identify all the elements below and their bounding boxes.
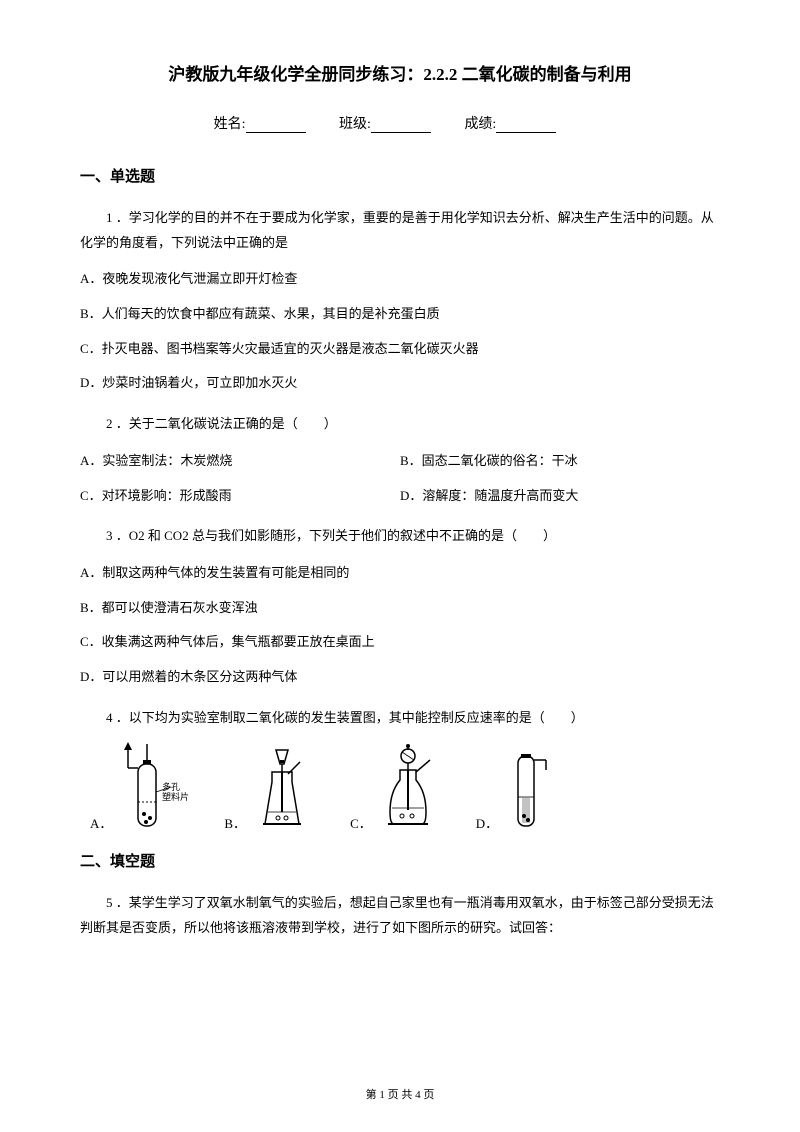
page-title: 沪教版九年级化学全册同步练习：2.2.2 二氧化碳的制备与利用 xyxy=(80,60,720,85)
q3-option-d: D．可以用燃着的木条区分这两种气体 xyxy=(80,665,720,690)
page-footer: 第 1 页 共 4 页 xyxy=(0,1086,800,1102)
student-info-line: 姓名: 班级: 成绩: xyxy=(80,113,720,133)
q2-option-d: D．溶解度：随温度升高而变大 xyxy=(400,484,720,509)
q3-option-a: A．制取这两种气体的发生装置有可能是相同的 xyxy=(80,561,720,586)
name-label: 姓名: xyxy=(214,113,246,133)
score-blank xyxy=(496,119,556,133)
q1-option-b: B．人们每天的饮食中都应有蔬菜、水果，其目的是补充蛋白质 xyxy=(80,302,720,327)
q4-diagram-a: A． 多孔 塑料片 xyxy=(90,742,194,832)
annotation-text: 多孔 xyxy=(162,781,180,792)
q4-diagram-d: D． xyxy=(476,742,557,832)
q1-stem: 1 ．学习化学的目的并不在于要成为化学家，重要的是善于用化学知识去分析、解决生产… xyxy=(80,206,720,255)
q4-diagrams: A． 多孔 塑料片 B． xyxy=(80,742,720,832)
q4-label-a: A． xyxy=(90,813,112,832)
score-label: 成绩: xyxy=(464,113,496,133)
q3-stem: 3 ．O2 和 CO2 总与我们如影随形，下列关于他们的叙述中不正确的是（ ） xyxy=(80,524,720,549)
question-1: 1 ．学习化学的目的并不在于要成为化学家，重要的是善于用化学知识去分析、解决生产… xyxy=(80,206,720,396)
q1-option-d: D．炒菜时油锅着火，可立即加水灭火 xyxy=(80,371,720,396)
q4-stem: 4 ．以下均为实验室制取二氧化碳的发生装置图，其中能控制反应速率的是（ ） xyxy=(80,706,720,731)
question-5: 5 ．某学生学习了双氧水制氧气的实验后，想起自己家里也有一瓶消毒用双氧水，由于标… xyxy=(80,891,720,940)
apparatus-d-icon xyxy=(502,742,557,832)
q4-label-b: B． xyxy=(224,813,246,832)
name-blank xyxy=(246,119,306,133)
q2-stem: 2 ．关于二氧化碳说法正确的是（ ） xyxy=(80,412,720,437)
apparatus-a-icon: 多孔 塑料片 xyxy=(116,742,194,832)
q1-option-c: C．扑灭电器、图书档案等火灾最适宜的灭火器是液态二氧化碳灭火器 xyxy=(80,337,720,362)
class-blank xyxy=(371,119,431,133)
q1-option-a: A．夜晚发现液化气泄漏立即开灯检查 xyxy=(80,267,720,292)
q3-option-b: B．都可以使澄清石灰水变浑浊 xyxy=(80,596,720,621)
q4-diagram-b: B． xyxy=(224,742,320,832)
q2-option-b: B．固态二氧化碳的俗名：干冰 xyxy=(400,449,720,474)
apparatus-b-icon xyxy=(250,742,320,832)
q4-label-d: D． xyxy=(476,813,498,832)
q4-diagram-c: C． xyxy=(350,742,446,832)
question-4: 4 ．以下均为实验室制取二氧化碳的发生装置图，其中能控制反应速率的是（ ） A．… xyxy=(80,706,720,833)
q3-option-c: C．收集满这两种气体后，集气瓶都要正放在桌面上 xyxy=(80,630,720,655)
section1-heading: 一、单选题 xyxy=(80,165,720,186)
section2-heading: 二、填空题 xyxy=(80,850,720,871)
q5-stem: 5 ．某学生学习了双氧水制氧气的实验后，想起自己家里也有一瓶消毒用双氧水，由于标… xyxy=(80,891,720,940)
q2-option-c: C．对环境影响：形成酸雨 xyxy=(80,484,400,509)
question-3: 3 ．O2 和 CO2 总与我们如影随形，下列关于他们的叙述中不正确的是（ ） … xyxy=(80,524,720,689)
apparatus-c-icon xyxy=(376,742,446,832)
q2-option-a: A．实验室制法：木炭燃烧 xyxy=(80,449,400,474)
svg-text:塑料片: 塑料片 xyxy=(162,791,189,802)
q4-label-c: C． xyxy=(350,813,372,832)
class-label: 班级: xyxy=(339,113,371,133)
question-2: 2 ．关于二氧化碳说法正确的是（ ） A．实验室制法：木炭燃烧 B．固态二氧化碳… xyxy=(80,412,720,508)
